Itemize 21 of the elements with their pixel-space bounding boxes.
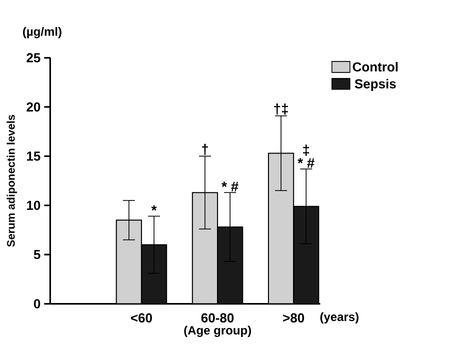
annotation: * # [222, 182, 238, 192]
annotation: ‡ [303, 144, 310, 156]
annotation: † [202, 144, 208, 155]
x-tick-label: 60-80 [201, 313, 234, 323]
x-axis-title: (Age group) [184, 326, 251, 337]
annotation: †‡ [274, 104, 288, 115]
x-tick-label: <60 [130, 313, 152, 323]
y-tick-label: 25 [26, 53, 40, 62]
annotation: * # [298, 158, 314, 168]
y-axis-title: Serum adiponectin levels [6, 114, 17, 247]
legend-label: Sepsis [354, 78, 396, 92]
y-tick-label: 5 [34, 250, 40, 260]
y-tick-label: 10 [27, 200, 40, 210]
legend-label: Control [352, 62, 398, 72]
annotation: * [151, 205, 157, 211]
text: (µg/ml) [23, 27, 62, 38]
y-tick-label: 15 [27, 152, 40, 161]
y-tick-label: 0 [34, 299, 40, 308]
x-tick-label: >80 [283, 313, 304, 323]
y-tick-label: 20 [26, 102, 40, 112]
text: (years) [320, 312, 358, 324]
